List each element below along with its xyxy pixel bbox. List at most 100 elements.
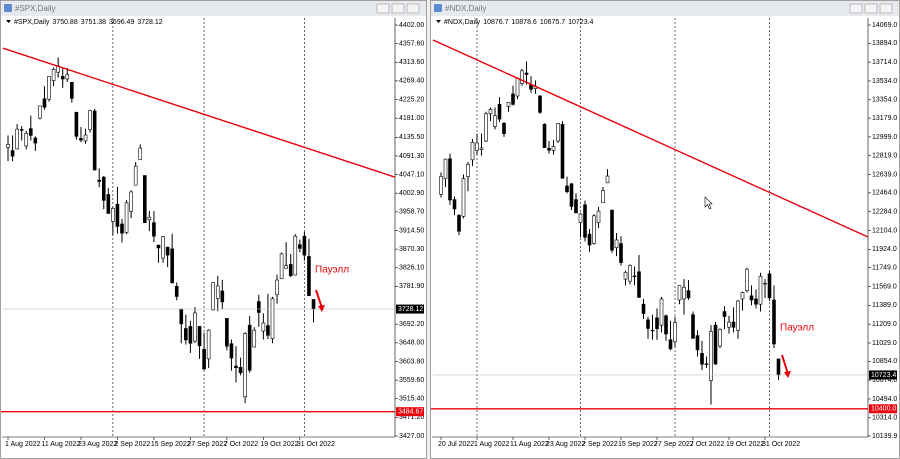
candle-body-down <box>256 301 261 313</box>
candle-body-up <box>673 322 677 343</box>
candle-body-down <box>165 246 170 256</box>
level-box <box>869 404 897 414</box>
candle-body-down <box>225 318 229 347</box>
candle-body-up <box>261 322 266 332</box>
candle-body-up <box>677 285 682 301</box>
candle-body-up <box>270 298 275 339</box>
candle-body-up <box>124 202 129 233</box>
x-tick-label: 7 Oct 2022 <box>690 441 724 448</box>
y-tick-label: 11209.0 <box>872 321 897 328</box>
candle-body-up <box>279 253 284 280</box>
last-price-box <box>869 370 897 380</box>
y-tick-label: 12284.0 <box>872 209 897 216</box>
candle-body-down <box>188 326 193 344</box>
candle-body-up <box>466 163 470 177</box>
y-tick-label: 3603.80 <box>399 358 424 365</box>
candle-body-down <box>106 194 111 214</box>
candle-body-up <box>515 77 520 97</box>
annotation-arrow <box>781 354 789 375</box>
candle-body-up <box>520 70 524 84</box>
candle-body-down <box>152 222 156 237</box>
menu-arrow[interactable] <box>6 20 11 23</box>
window-button[interactable] <box>864 3 878 14</box>
candle-body-up <box>147 216 152 221</box>
candle-body-down <box>202 348 206 370</box>
candle-body-up <box>682 287 686 300</box>
level-label: 3484.67 <box>398 409 423 416</box>
candle-body-down <box>731 321 736 328</box>
window-button[interactable] <box>879 3 893 14</box>
candle-body-down <box>307 256 311 296</box>
candle-body-down <box>776 358 781 376</box>
candle-body-down <box>42 98 47 108</box>
y-tick-label: 11569.0 <box>872 283 897 290</box>
candle-body-down <box>700 353 704 365</box>
x-tick-label: 15 Sep 2022 <box>151 441 191 448</box>
candle-body-up <box>243 333 247 398</box>
y-tick-label: 11029.0 <box>872 340 897 347</box>
window-frame <box>430 0 900 459</box>
candle-body-up <box>284 265 288 269</box>
candle-body-up <box>740 292 745 300</box>
candle-body-up <box>83 134 88 142</box>
level-box <box>396 407 424 417</box>
level-label: 10400.0 <box>871 406 896 413</box>
annotation: Пауэлл <box>315 265 349 276</box>
last-price-box <box>396 304 424 314</box>
candle-body-down <box>646 319 650 329</box>
candle-body-down <box>74 111 79 137</box>
candle-body-down <box>637 271 641 298</box>
candle-body-up <box>484 113 488 142</box>
candle-body-up <box>161 236 165 259</box>
candle-body-down <box>610 209 614 251</box>
menu-arrow[interactable] <box>436 20 441 23</box>
window-button[interactable] <box>391 3 405 14</box>
candle-body-down <box>574 199 578 214</box>
y-tick-label: 13534.0 <box>872 78 897 85</box>
candle-body-down <box>583 204 587 238</box>
candle-body-down <box>60 76 65 80</box>
y-tick-label: 10314.0 <box>872 415 897 422</box>
title-bar <box>1 1 426 16</box>
window-button[interactable] <box>849 3 863 14</box>
x-tick-label: 15 Sep 2022 <box>618 441 658 448</box>
x-tick-label: 19 Oct 2022 <box>260 441 298 448</box>
y-tick-label: 10494.0 <box>872 396 897 403</box>
candle-body-up <box>439 176 443 195</box>
candle-body-down <box>70 82 74 99</box>
candle-body-up <box>275 279 279 296</box>
x-tick-label: 31 Oct 2022 <box>762 441 800 448</box>
candle-body-down <box>619 243 623 263</box>
y-tick-label: 3870.30 <box>399 246 424 253</box>
candle-body-up <box>24 133 29 147</box>
candle-body-down <box>547 148 551 151</box>
candle-body-up <box>461 178 466 217</box>
x-tick-label: 27 Sep 2022 <box>187 441 227 448</box>
header-ohlc: 3696.49 <box>109 19 134 26</box>
chart-window: #SPX,Daily#SPX,Daily 3750.88 3751.38 3696.4… <box>0 0 427 459</box>
candle-body-down <box>457 214 461 232</box>
y-tick-label: 3692.20 <box>399 321 424 328</box>
candle-body-up <box>479 147 484 150</box>
y-tick-label: 12639.0 <box>872 171 897 178</box>
candle-body-down <box>772 299 776 345</box>
window-button[interactable] <box>406 3 420 14</box>
x-tick-label: 2 Sep 2022 <box>582 441 618 448</box>
candle-body-up <box>556 123 560 142</box>
candle-body-down <box>511 93 515 105</box>
candle-body-down <box>79 138 83 141</box>
candle-body-down <box>767 273 772 299</box>
y-tick-label: 11924.0 <box>872 246 897 253</box>
y-tick-label: 3559.60 <box>399 377 424 384</box>
y-tick-label: 13354.0 <box>872 97 897 104</box>
candle-body-up <box>628 265 632 282</box>
candle-body-up <box>215 285 220 299</box>
y-tick-label: 14069.0 <box>872 22 897 29</box>
mouse-cursor <box>704 196 713 210</box>
candle-body-up <box>736 300 740 331</box>
title-bar <box>431 1 899 16</box>
candle-body-up <box>650 329 655 332</box>
window-button[interactable] <box>376 3 390 14</box>
candle-body-down <box>695 335 700 351</box>
